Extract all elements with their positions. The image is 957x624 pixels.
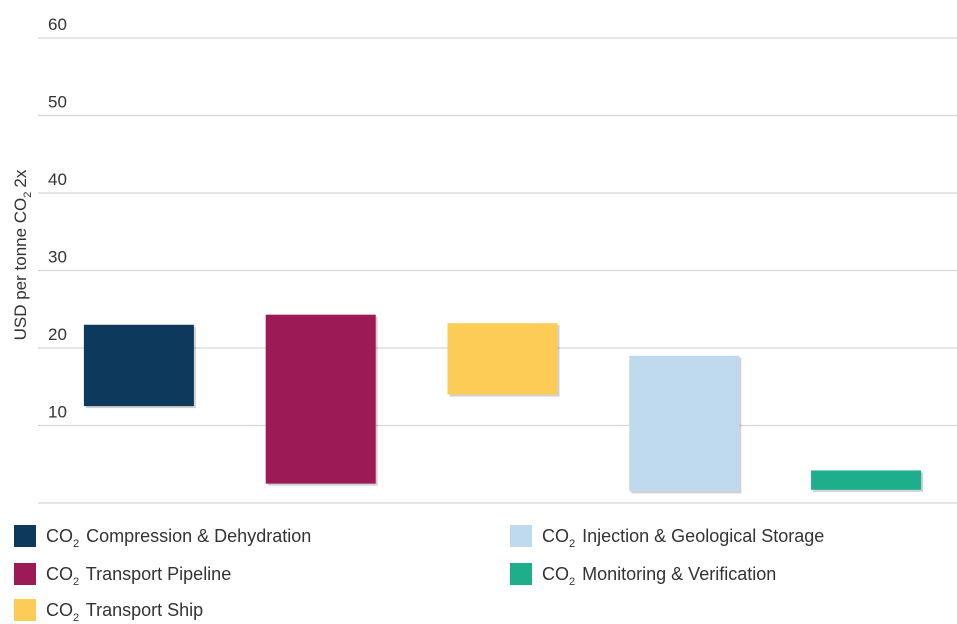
legend-co: CO — [46, 563, 73, 584]
y-tick-label: 40 — [48, 170, 67, 189]
legend-text: Compression & Dehydration — [81, 525, 312, 546]
y-tick-label: 10 — [48, 403, 67, 422]
bar — [811, 470, 922, 490]
legend-text: Monitoring & Verification — [577, 563, 777, 584]
legend-subscript: 2 — [569, 537, 576, 550]
y-tick-label: 20 — [48, 325, 67, 344]
legend-swatch — [14, 525, 36, 547]
legend-co: CO — [46, 525, 73, 546]
legend-swatch — [510, 525, 532, 547]
y-tick-label: 60 — [48, 15, 67, 34]
gridlines — [38, 37, 957, 504]
legend-label: CO2 Monitoring & Verification — [542, 563, 777, 588]
y-tick-label: 50 — [48, 93, 67, 112]
legend-item-compression: CO2 Compression & Dehydration — [14, 524, 312, 550]
legend-swatch — [510, 563, 532, 585]
bar — [629, 355, 740, 492]
legend-swatch — [14, 563, 36, 585]
legend-item-pipeline: CO2 Transport Pipeline — [14, 562, 232, 588]
legend-co: CO — [542, 525, 569, 546]
legend-swatch — [14, 599, 36, 621]
legend-subscript: 2 — [73, 575, 80, 588]
legend-label: CO2 Injection & Geological Storage — [542, 525, 825, 550]
legend-text: Transport Pipeline — [81, 563, 232, 584]
y-axis-label-subscript: 2 — [22, 192, 34, 198]
legend-subscript: 2 — [73, 537, 80, 550]
legend-co: CO — [542, 563, 569, 584]
y-axis-ticks: 10 20 30 40 50 60 — [48, 15, 67, 422]
legend-text: Transport Ship — [81, 599, 204, 620]
legend-text: Injection & Geological Storage — [577, 525, 825, 546]
bar — [83, 324, 194, 407]
y-axis-label-part: USD per tonne CO — [11, 198, 30, 341]
bar — [265, 314, 376, 484]
legend-item-monitoring: CO2 Monitoring & Verification — [510, 562, 777, 588]
legend-label: CO2 Compression & Dehydration — [46, 525, 312, 550]
legend-item-injection: CO2 Injection & Geological Storage — [510, 524, 825, 550]
y-axis-label: USD per tonne CO2 2x — [11, 169, 34, 340]
legend-label: CO2 Transport Ship — [46, 599, 204, 624]
legend-item-ship: CO2 Transport Ship — [14, 598, 204, 624]
legend-subscript: 2 — [73, 611, 80, 624]
y-axis-label-part: 2x — [11, 169, 30, 187]
legend-label: CO2 Transport Pipeline — [46, 563, 232, 588]
legend-co: CO — [46, 599, 73, 620]
bars — [83, 314, 924, 494]
chart: 10 20 30 40 50 60 USD per tonne CO2 2x — [11, 15, 957, 504]
legend-subscript: 2 — [569, 575, 576, 588]
y-tick-label: 30 — [48, 248, 67, 267]
bar — [447, 323, 558, 395]
